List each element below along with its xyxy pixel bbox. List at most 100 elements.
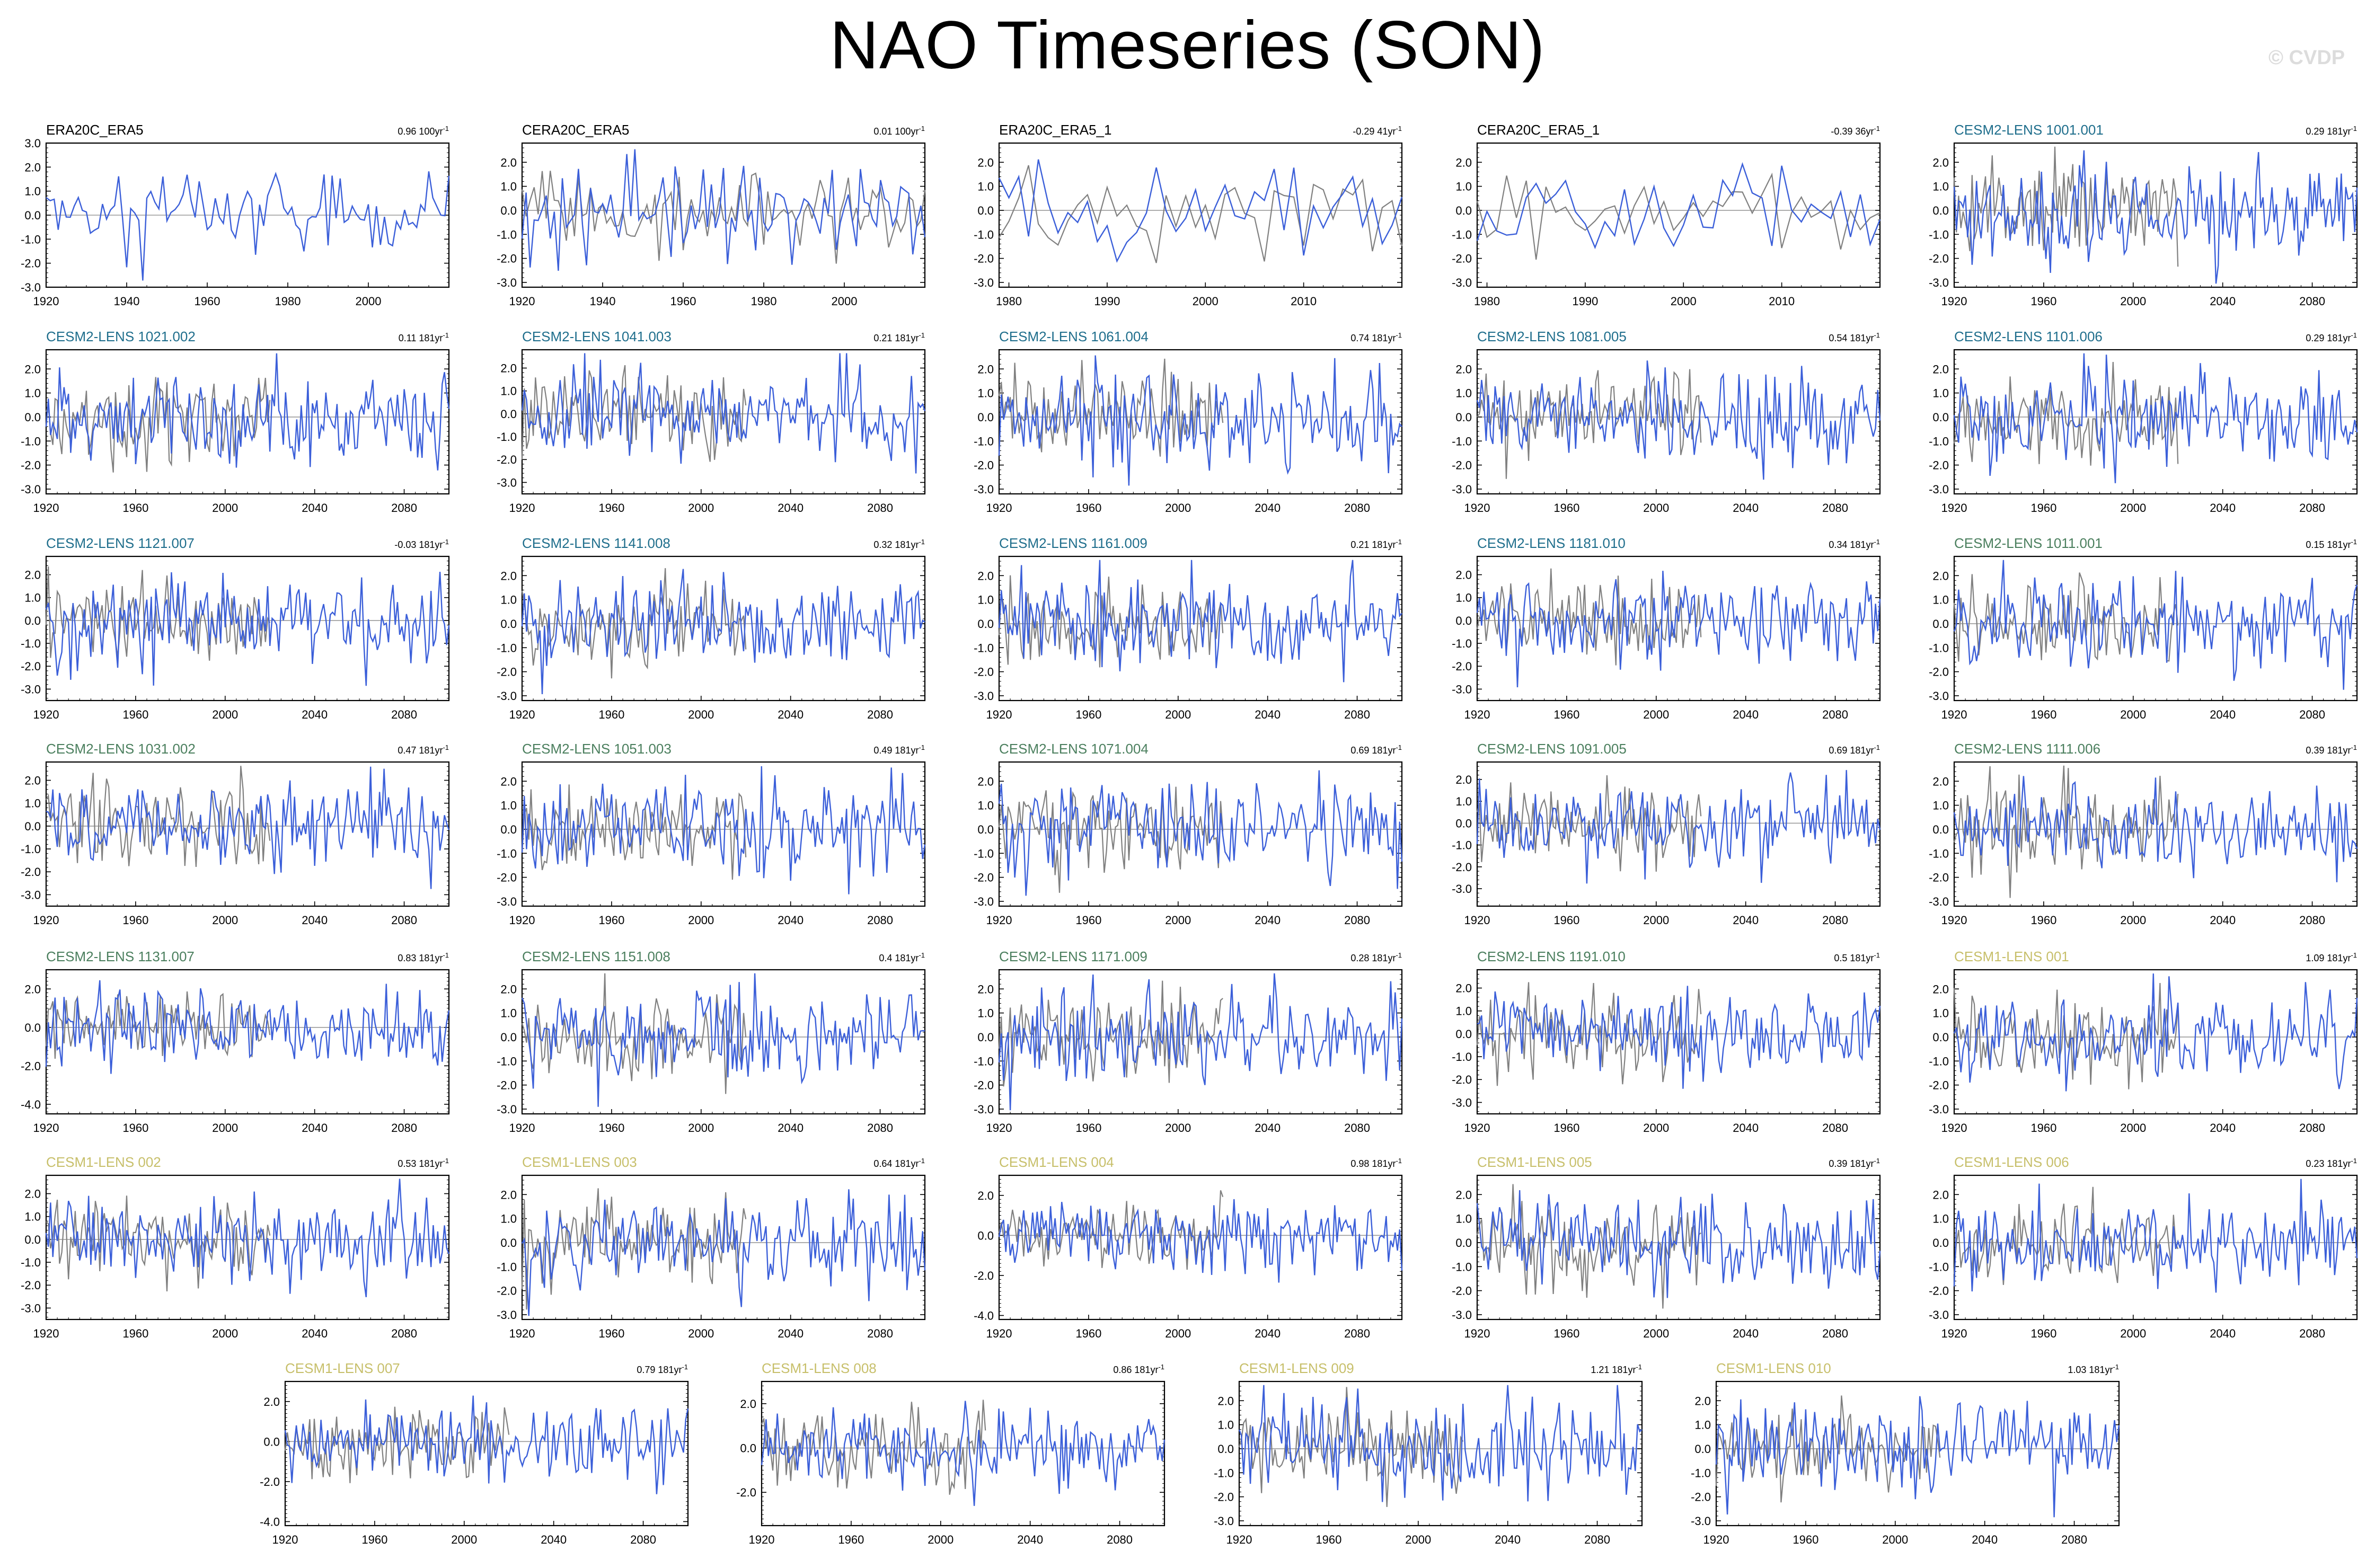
x-tick-label: 2000	[928, 1533, 953, 1546]
x-tick-label: 2080	[2299, 1121, 2325, 1135]
x-tick-label: 2080	[391, 501, 417, 515]
y-tick-label: 0.0	[1932, 204, 1949, 217]
x-tick-label: 2040	[2210, 1327, 2236, 1340]
y-tick-label: 1.0	[24, 387, 41, 400]
x-tick-label: 2000	[688, 1327, 714, 1340]
y-tick-label: 2.0	[1455, 982, 1472, 995]
x-tick-label: 2000	[1165, 501, 1191, 515]
y-tick-label: -1.0	[1929, 435, 1949, 448]
x-tick-label: 1960	[2030, 295, 2056, 308]
nao-panel: 2.0 1.0 0.0 -1.0 -2.0 -3.0 1920 1960 2000 2040 208…	[974, 535, 1403, 721]
panel-title: CERA20C_ERA5	[522, 122, 629, 138]
x-tick-label: 2000	[451, 1533, 477, 1546]
y-tick-label: -1.0	[1214, 1466, 1234, 1480]
model-series-line	[1715, 1396, 2120, 1518]
y-tick-label: 0.0	[977, 617, 994, 631]
x-tick-label: 2080	[2299, 295, 2325, 308]
x-tick-label: 1980	[275, 295, 301, 308]
nao-panel: 2.0 1.0 0.0 -1.0 -2.0 -3.0 1920 1960 2000 2040 208…	[497, 741, 926, 927]
y-tick-label: 0.0	[1932, 1236, 1949, 1250]
model-series-line	[521, 569, 925, 695]
panel-title: CESM2-LENS 1151.008	[522, 949, 670, 964]
x-tick-label: 1960	[1075, 1327, 1101, 1340]
y-tick-label: -3.0	[497, 476, 517, 489]
y-tick-label: -3.0	[497, 276, 517, 289]
x-tick-label: 1920	[1703, 1533, 1729, 1546]
y-tick-label: -1.0	[497, 1260, 517, 1273]
y-tick-label: 1.0	[1455, 387, 1472, 400]
x-tick-label: 2000	[1643, 501, 1669, 515]
model-series-line	[521, 353, 926, 474]
x-tick-label: 2000	[2120, 708, 2146, 721]
y-tick-label: 0.0	[1455, 614, 1472, 627]
y-tick-label: 2.0	[500, 1188, 517, 1201]
y-tick-label: 1.0	[24, 185, 41, 198]
trend-label: 0.98 181yr-1	[1350, 1157, 1402, 1170]
nao-panel: 2.0 1.0 0.0 -1.0 -2.0 -3.0 1920 1960 2000 2040 208…	[21, 329, 450, 515]
y-tick-label: 2.0	[1455, 156, 1472, 169]
y-tick-label: -2.0	[1452, 861, 1472, 874]
x-tick-label: 1920	[33, 1121, 59, 1135]
y-tick-label: -1.0	[1929, 228, 1949, 241]
y-tick-label: 1.0	[1932, 1212, 1949, 1226]
x-tick-label: 2040	[1733, 1121, 1759, 1135]
y-tick-label: -3.0	[974, 895, 994, 908]
x-tick-label: 1920	[1941, 708, 1967, 721]
y-tick-label: 0.0	[1932, 1031, 1949, 1044]
y-tick-label: 2.0	[1455, 773, 1472, 786]
y-tick-label: 2.0	[263, 1395, 280, 1408]
x-tick-label: 2040	[1255, 708, 1281, 721]
model-series-line	[45, 572, 450, 686]
x-tick-label: 1920	[509, 914, 535, 927]
y-tick-label: -3.0	[21, 888, 41, 901]
plot-frame	[1476, 1174, 1881, 1321]
y-tick-label: -3.0	[1452, 276, 1472, 289]
y-tick-label: -4.0	[21, 1098, 41, 1111]
trend-label: 0.01 100yr-1	[873, 125, 925, 137]
panel-title: CESM2-LENS 1081.005	[1477, 329, 1627, 344]
y-tick-label: 1.0	[1455, 1212, 1472, 1226]
x-tick-label: 2080	[867, 501, 893, 515]
x-tick-label: 1920	[1464, 501, 1490, 515]
y-tick-label: -4.0	[974, 1309, 994, 1322]
x-tick-label: 2000	[212, 1327, 238, 1340]
trend-label: 1.03 181yr-1	[2068, 1363, 2119, 1376]
nao-panel: 2.0 1.0 0.0 -1.0 -2.0 -3.0 1920 1960 2000 2040 208…	[1929, 329, 2358, 515]
y-tick-label: 2.0	[1932, 1188, 1949, 1201]
trend-label: 0.34 181yr-1	[1829, 538, 1880, 551]
y-tick-label: 0.0	[1932, 411, 1949, 424]
x-tick-label: 2000	[2120, 501, 2146, 515]
y-tick-label: 2.0	[977, 1189, 994, 1202]
x-tick-label: 1920	[986, 914, 1012, 927]
panel-title: CESM2-LENS 1091.005	[1477, 741, 1627, 757]
y-tick-label: 1.0	[977, 799, 994, 812]
observed-series-line	[521, 365, 747, 462]
panel-title: CESM2-LENS 1051.003	[522, 741, 672, 757]
x-tick-label: 1920	[33, 501, 59, 515]
model-series-line	[1476, 1190, 1881, 1298]
model-series-line	[45, 980, 450, 1074]
y-tick-label: -2.0	[1929, 666, 1949, 679]
y-tick-label: 2.0	[1932, 362, 1949, 376]
y-tick-label: -2.0	[497, 871, 517, 884]
x-tick-label: 2040	[302, 1327, 328, 1340]
y-tick-label: -3.0	[1929, 689, 1949, 703]
y-tick-label: -2.0	[1929, 1284, 1949, 1298]
y-tick-label: -2.0	[1929, 871, 1949, 884]
x-tick-label: 2000	[1643, 1327, 1669, 1340]
observed-series-line	[46, 1195, 271, 1292]
y-tick-label: -3.0	[974, 483, 994, 496]
x-tick-label: 1920	[1464, 914, 1490, 927]
x-tick-label: 2080	[2299, 501, 2325, 515]
x-tick-label: 1940	[590, 295, 616, 308]
x-tick-label: 2040	[778, 501, 804, 515]
x-tick-label: 2040	[2210, 914, 2236, 927]
model-series-line	[1476, 770, 1881, 884]
y-tick-label: -3.0	[497, 1308, 517, 1322]
y-tick-label: -1.0	[1452, 637, 1472, 650]
y-tick-label: -3.0	[1452, 683, 1472, 696]
y-tick-label: 1.0	[977, 593, 994, 607]
x-tick-label: 2040	[1255, 501, 1281, 515]
y-tick-label: -2.0	[974, 252, 994, 265]
x-tick-label: 2040	[1255, 1121, 1281, 1135]
